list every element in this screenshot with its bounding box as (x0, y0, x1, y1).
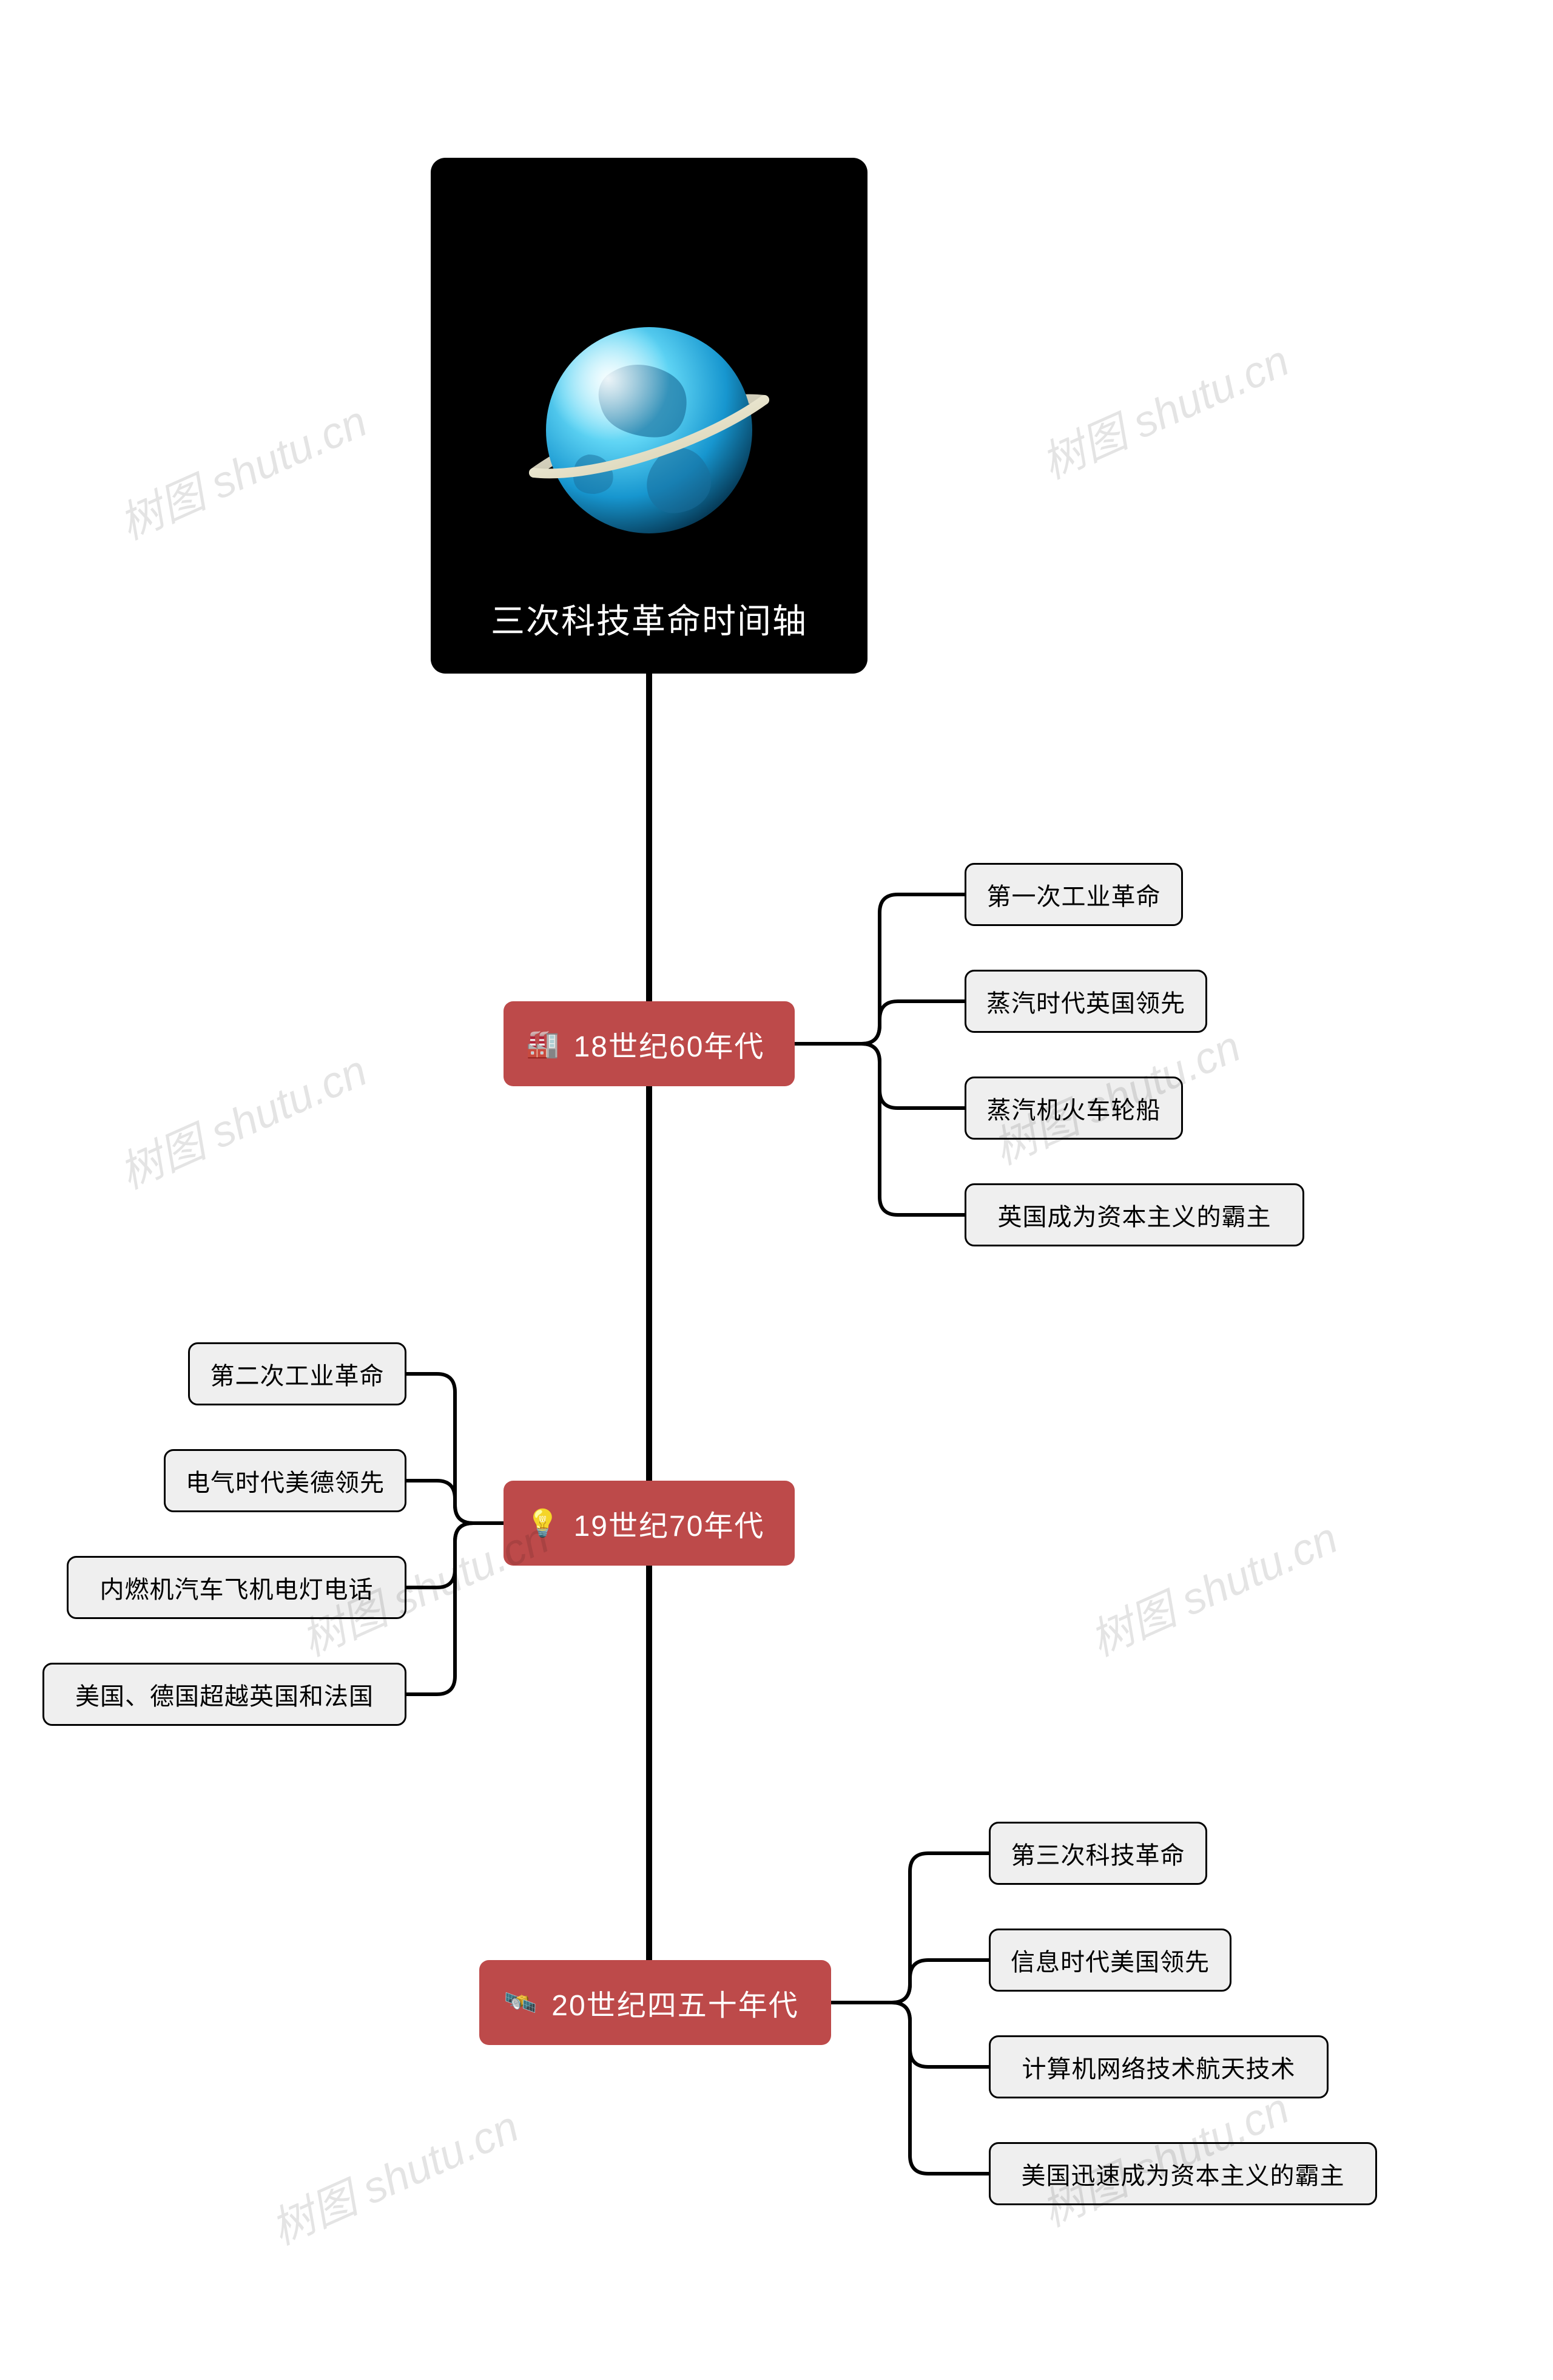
watermark: 树图 shutu.cn (1030, 325, 1298, 491)
era-node: 💡 19世纪70年代 (504, 1481, 795, 1566)
watermark: 树图 shutu.cn (108, 386, 376, 552)
era-icon: 🛰️ (505, 1987, 537, 2018)
leaf-node: 第一次工业革命 (965, 863, 1183, 926)
leaf-label: 第三次科技革命 (1011, 1836, 1185, 1871)
leaf-node: 第二次工业革命 (188, 1342, 406, 1405)
leaf-label: 蒸汽机火车轮船 (987, 1090, 1161, 1126)
leaf-node: 第三次科技革命 (989, 1822, 1207, 1885)
leaf-node: 蒸汽时代英国领先 (965, 970, 1207, 1033)
watermark: 树图 shutu.cn (108, 1035, 376, 1201)
era-icon: 💡 (528, 1507, 559, 1539)
root-card: 三次科技革命时间轴 (431, 158, 867, 674)
leaf-label: 美国、德国超越英国和法国 (75, 1677, 374, 1712)
leaf-node: 内燃机汽车飞机电灯电话 (67, 1556, 406, 1619)
leaf-node: 美国、德国超越英国和法国 (42, 1663, 406, 1726)
watermark: 树图 shutu.cn (260, 2091, 527, 2257)
leaf-label: 蒸汽时代英国领先 (986, 984, 1185, 1019)
era-node: 🛰️ 20世纪四五十年代 (479, 1960, 831, 2045)
era-label: 18世纪60年代 (574, 1023, 765, 1065)
leaf-label: 美国迅速成为资本主义的霸主 (1022, 2156, 1345, 2191)
leaf-node: 电气时代美德领先 (164, 1449, 406, 1512)
leaf-label: 内燃机汽车飞机电灯电话 (100, 1570, 374, 1605)
globe-illustration (516, 303, 783, 570)
leaf-label: 第一次工业革命 (987, 877, 1161, 912)
leaf-node: 蒸汽机火车轮船 (965, 1077, 1183, 1140)
era-label: 19世纪70年代 (574, 1502, 765, 1544)
leaf-node: 计算机网络技术航天技术 (989, 2035, 1329, 2098)
leaf-node: 美国迅速成为资本主义的霸主 (989, 2142, 1377, 2205)
leaf-node: 信息时代美国领先 (989, 1929, 1231, 1992)
era-label: 20世纪四五十年代 (551, 1981, 798, 2024)
leaf-label: 信息时代美国领先 (1011, 1942, 1210, 1978)
watermark: 树图 shutu.cn (1079, 1503, 1346, 1668)
leaf-label: 第二次工业革命 (211, 1356, 385, 1391)
root-title: 三次科技革命时间轴 (491, 594, 807, 643)
leaf-node: 英国成为资本主义的霸主 (965, 1183, 1304, 1246)
era-node: 🏭 18世纪60年代 (504, 1001, 795, 1086)
leaf-label: 计算机网络技术航天技术 (1022, 2049, 1296, 2084)
leaf-label: 电气时代美德领先 (186, 1463, 385, 1498)
era-icon: 🏭 (528, 1028, 559, 1060)
leaf-label: 英国成为资本主义的霸主 (998, 1197, 1272, 1232)
